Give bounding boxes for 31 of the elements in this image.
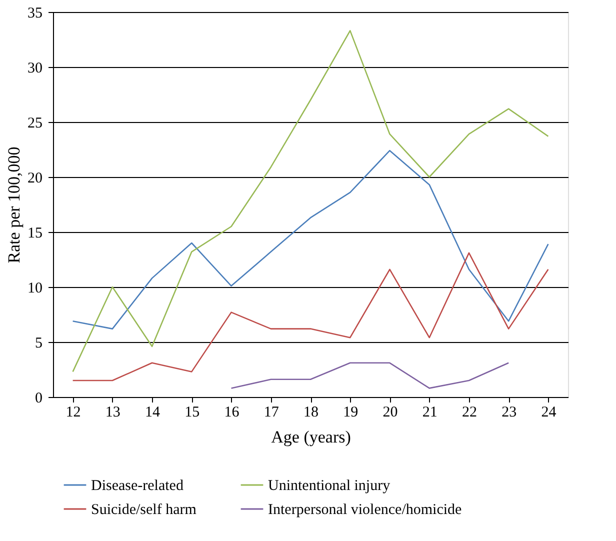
legend-label: Disease-related [91,478,184,494]
x-tick-label: 13 [105,404,120,420]
y-tick-label: 25 [28,116,42,132]
line-series [230,362,510,389]
y-tick-label: 30 [28,60,42,76]
y-tick-label: 15 [28,226,42,242]
x-tick-label: 20 [382,404,398,420]
line-series [72,30,549,372]
legend-label: Unintentional injury [268,478,391,494]
x-tick-label: 23 [502,404,517,420]
x-tick-label: 12 [66,404,81,420]
y-tick-label: 5 [35,336,42,352]
line-series [72,150,549,330]
x-tick-label: 14 [145,404,161,420]
x-tick-label: 16 [224,404,240,420]
x-axis-title: Age (years) [271,428,351,446]
y-tick-label: 35 [28,6,42,22]
legend-label: Interpersonal violence/homicide [268,502,462,518]
y-tick-label: 20 [28,170,42,186]
x-tick-label: 22 [462,404,477,420]
line-series [72,252,549,382]
y-axis-title: Rate per 100,000 [4,146,24,264]
x-tick-label: 21 [422,404,438,420]
x-tick-label: 24 [541,404,557,420]
y-tick-label: 0 [35,390,42,406]
legend-label: Suicide/self harm [91,502,197,518]
y-tick-label: 10 [28,280,42,296]
x-tick-label: 17 [264,404,280,420]
x-tick-label: 19 [343,404,358,420]
x-tick-label: 15 [184,404,200,420]
x-tick-label: 18 [304,404,318,420]
